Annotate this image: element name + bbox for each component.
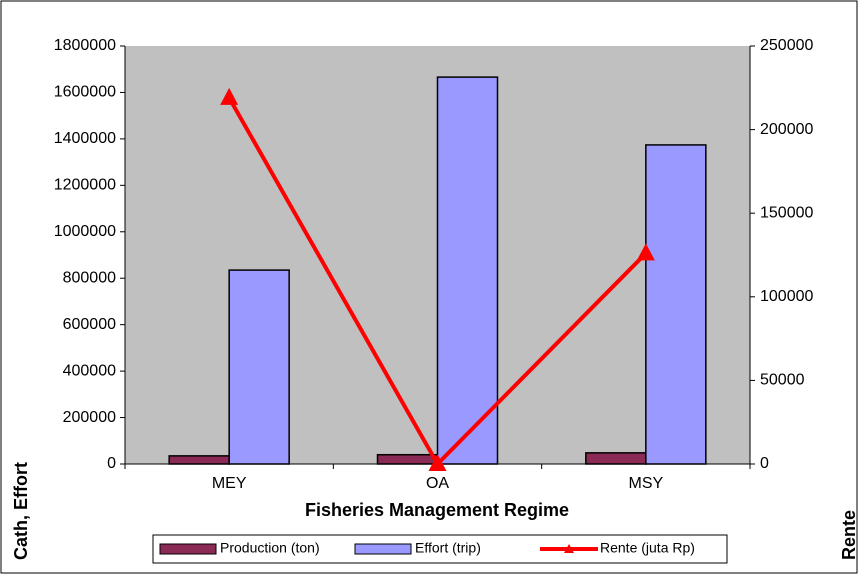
line-marker xyxy=(428,454,447,471)
x-tick-label: MEY xyxy=(212,475,247,492)
x-tick-label: MSY xyxy=(628,475,663,492)
legend-marker xyxy=(564,544,574,553)
y2-tick-label: 0 xyxy=(760,455,769,472)
legend-swatch xyxy=(159,543,217,555)
y-tick-label: 1400000 xyxy=(54,130,116,147)
y-tick-label: 1000000 xyxy=(54,223,116,240)
bar xyxy=(228,269,290,465)
legend-swatch xyxy=(354,543,412,555)
y-tick-label: 400000 xyxy=(63,362,116,379)
x-axis-title: Fisheries Management Regime xyxy=(305,500,569,520)
bar xyxy=(645,144,707,465)
bar xyxy=(436,76,499,465)
y-tick-label: 600000 xyxy=(63,316,116,333)
legend-label: Effort (trip) xyxy=(415,540,481,556)
x-tick-label: OA xyxy=(426,475,449,492)
y2-tick-label: 200000 xyxy=(760,121,813,138)
line-marker xyxy=(636,243,655,261)
y-axis-title: Cath, Effort xyxy=(11,462,31,560)
legend-box xyxy=(152,534,728,564)
bar xyxy=(168,455,230,465)
y2-axis-title: Rente xyxy=(839,510,859,560)
legend-label: Production (ton) xyxy=(220,540,320,556)
y2-tick-label: 100000 xyxy=(760,288,813,305)
bar xyxy=(585,452,647,465)
y-tick-label: 1200000 xyxy=(54,177,116,194)
y2-tick-label: 250000 xyxy=(760,37,813,54)
legend-label: Rente (juta Rp) xyxy=(600,540,695,556)
y2-tick-label: 150000 xyxy=(760,204,813,221)
y-tick-label: 1600000 xyxy=(54,84,116,101)
line-marker xyxy=(220,87,239,105)
y-tick-label: 800000 xyxy=(63,269,116,286)
y2-tick-label: 50000 xyxy=(760,372,805,389)
bar xyxy=(376,453,439,465)
y-tick-label: 200000 xyxy=(63,409,116,426)
y-tick-label: 1800000 xyxy=(54,37,116,54)
y-tick-label: 0 xyxy=(107,455,116,472)
